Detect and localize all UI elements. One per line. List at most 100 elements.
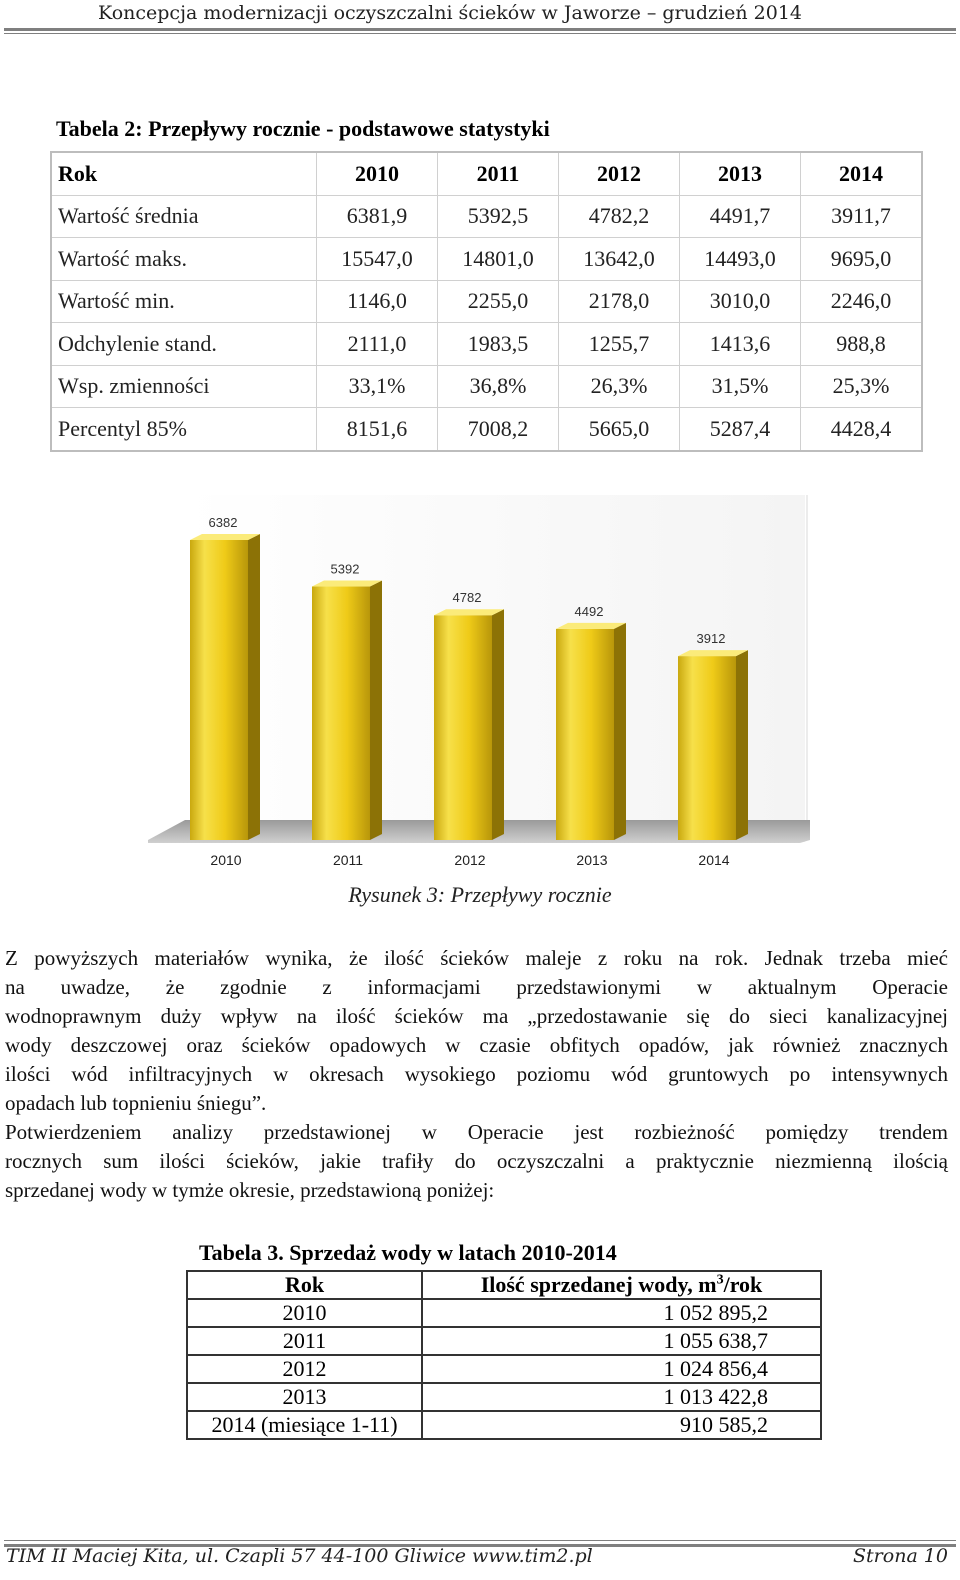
table-cell: 13642,0: [558, 237, 680, 281]
page-number: Strona 10: [853, 1545, 948, 1567]
table2-caption: Tabela 2: Przepływy rocznie - podstawowe…: [56, 116, 550, 141]
table-cell: 1 052 895,2: [421, 1298, 822, 1328]
bar-front: [678, 656, 736, 840]
table-cell: 2178,0: [558, 279, 680, 323]
header-rule: [4, 28, 956, 31]
footer-rule-thin: [4, 1540, 956, 1541]
table-header-cell: 2012: [558, 151, 680, 196]
row-label: Wartość średnia: [50, 194, 317, 238]
bar-top: [678, 650, 748, 657]
x-tick-label: 2014: [698, 852, 729, 868]
table-cell: 15547,0: [316, 237, 438, 281]
header-rule-thin: [4, 33, 956, 34]
bar-front: [556, 628, 614, 840]
text-line: na uwadze, że zgodnie z informacjami prz…: [5, 975, 948, 999]
text-line: ilości wód infiltracyjnych w okresach wy…: [5, 1062, 948, 1086]
table-cell: 2111,0: [316, 322, 438, 366]
table3: Rok Ilość sprzedanej wody, m3/rok 2010 1…: [186, 1270, 822, 1440]
table-row: 2011 1 055 638,7: [186, 1326, 822, 1356]
table-cell: 1413,6: [679, 322, 801, 366]
table-cell: 1146,0: [316, 279, 438, 323]
table-cell: 6381,9: [316, 194, 438, 238]
text-line: Potwierdzeniem analizy przedstawionej w …: [5, 1120, 948, 1144]
table-cell: 1 055 638,7: [421, 1326, 822, 1356]
table-row: Wartość średnia 6381,9 5392,5 4782,2 449…: [50, 194, 923, 238]
table-header-cell: Rok: [50, 151, 317, 196]
bar-top: [434, 609, 504, 616]
flow-bar-chart: 6382 2010 5392 2011 4782 2012 4492 2013 3912 2014: [148, 495, 810, 868]
table-row: Percentyl 85% 8151,6 7008,2 5665,0 5287,…: [50, 407, 923, 451]
text-line: wodnoprawnym duży wpływ na ilość ścieków…: [5, 1004, 948, 1028]
table-cell: 2011: [186, 1326, 423, 1356]
table-cell: 33,1%: [316, 364, 438, 408]
table-cell: 7008,2: [437, 407, 559, 451]
x-tick-label: 2012: [454, 852, 485, 868]
header-suffix: /rok: [723, 1272, 763, 1297]
table-cell: 1 013 422,8: [421, 1382, 822, 1412]
page-header: Koncepcja modernizacji oczyszczalni ście…: [0, 0, 960, 34]
table-cell: 9695,0: [800, 237, 923, 281]
table-cell: 4491,7: [679, 194, 801, 238]
table-cell: 988,8: [800, 322, 923, 366]
footer-rule: [4, 1544, 956, 1547]
table-cell: 3010,0: [679, 279, 801, 323]
paragraph-2: Potwierdzeniem analizy przedstawionej w …: [5, 1118, 948, 1205]
table-cell: 2246,0: [800, 279, 923, 323]
table-header-cell: 2010: [316, 151, 438, 196]
table-cell: 36,8%: [437, 364, 559, 408]
row-label: Wartość min.: [50, 279, 317, 323]
text-line: wody deszczowej oraz ścieków opadowych w…: [5, 1033, 948, 1057]
table-cell: 2014 (miesiące 1-11): [186, 1410, 423, 1440]
row-label: Wartość maks.: [50, 237, 317, 281]
table-header-cell: 2013: [679, 151, 801, 196]
table-cell: 25,3%: [800, 364, 923, 408]
table-header-cell: Ilość sprzedanej wody, m3/rok: [421, 1270, 822, 1300]
table-cell: 1983,5: [437, 322, 559, 366]
table-header-cell: Rok: [186, 1270, 423, 1300]
table-row: 2013 1 013 422,8: [186, 1382, 822, 1412]
bar-side: [614, 622, 626, 840]
table-cell: 5392,5: [437, 194, 559, 238]
bar-top: [312, 580, 382, 587]
row-label: Percentyl 85%: [50, 407, 317, 451]
bar-front: [190, 540, 248, 840]
table-cell: 910 585,2: [421, 1410, 822, 1440]
row-label: Wsp. zmienności: [50, 364, 317, 408]
table2: Rok 2010 2011 2012 2013 2014 Wartość śre…: [50, 151, 923, 452]
figure-caption: Rysunek 3: Przepływy rocznie: [348, 882, 612, 907]
table-cell: 2013: [186, 1382, 423, 1412]
table-row: Wartość min. 1146,0 2255,0 2178,0 3010,0…: [50, 279, 923, 323]
header-title: Koncepcja modernizacji oczyszczalni ście…: [98, 2, 802, 24]
bar-top: [556, 622, 626, 629]
table-cell: 1255,7: [558, 322, 680, 366]
table-row: 2010 1 052 895,2: [186, 1298, 822, 1328]
x-tick-label: 2010: [210, 852, 241, 868]
table-row: 2012 1 024 856,4: [186, 1354, 822, 1384]
table-cell: 14493,0: [679, 237, 801, 281]
text-line: opadach lub topnieniu śniegu”.: [5, 1091, 267, 1115]
table-row: Wsp. zmienności 33,1% 36,8% 26,3% 31,5% …: [50, 364, 923, 408]
table-header-cell: 2014: [800, 151, 923, 196]
table-cell: 4428,4: [800, 407, 923, 451]
data-label: 5392: [331, 562, 360, 577]
data-label: 3912: [697, 631, 726, 646]
table-row: Wartość maks. 15547,0 14801,0 13642,0 14…: [50, 237, 923, 281]
text-line: sprzedanej wody w tymże okresie, przedst…: [5, 1178, 495, 1202]
bar-side: [370, 580, 382, 840]
table-cell: 31,5%: [679, 364, 801, 408]
x-tick-label: 2013: [576, 852, 607, 868]
text-line: Z powyższych materiałów wynika, że ilość…: [5, 946, 948, 970]
bar-front: [434, 615, 492, 840]
table-header-row: Rok 2010 2011 2012 2013 2014: [50, 151, 923, 196]
table-row: Odchylenie stand. 2111,0 1983,5 1255,7 1…: [50, 322, 923, 366]
bar-side: [492, 609, 504, 840]
row-label: Odchylenie stand.: [50, 322, 317, 366]
footer-address: TIM II Maciej Kita, ul. Czapli 57 44-100…: [6, 1545, 593, 1567]
table-cell: 2012: [186, 1354, 423, 1384]
table-cell: 2255,0: [437, 279, 559, 323]
data-label: 6382: [209, 515, 238, 530]
bar-side: [248, 534, 260, 840]
bar-side: [736, 650, 748, 840]
table-cell: 4782,2: [558, 194, 680, 238]
data-label: 4492: [575, 604, 604, 619]
